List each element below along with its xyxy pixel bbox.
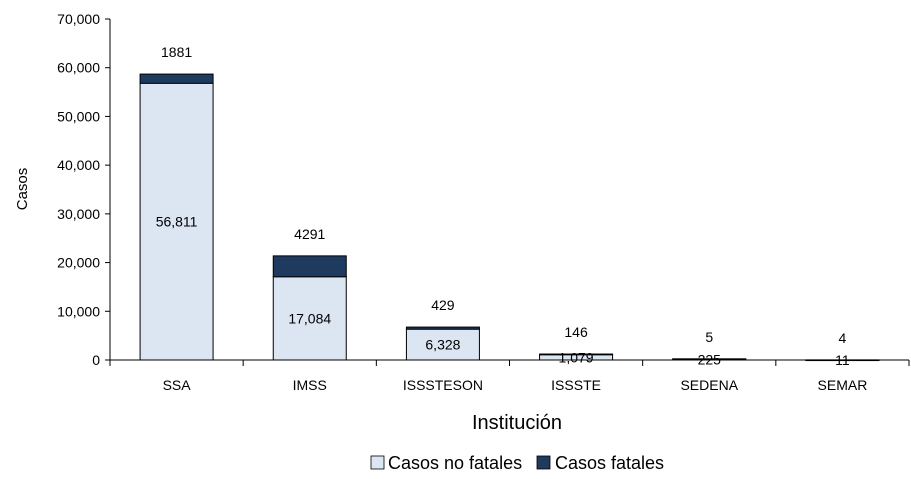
x-tick-label: ISSSTESON [403, 377, 483, 393]
x-tick-label: ISSSTE [551, 377, 601, 393]
y-tick-label: 0 [92, 352, 100, 368]
bar-ssa-casos-no-fatales [139, 82, 214, 361]
y-tick-label: 40,000 [57, 157, 100, 173]
data-label-issste-no-fatales: 1,079 [559, 349, 594, 365]
y-tick-label: 70,000 [57, 11, 100, 27]
data-label-sedena-no-fatales: 225 [698, 351, 722, 367]
labels-layer: SSA 56,811 1881 IMSS 17,084 4291 ISSSTESON 6,32… [156, 44, 868, 393]
axes-layer: 0 10,000 20,000 30,000 40,000 50,000 60,000 70,… [57, 11, 910, 368]
data-label-semar-no-fatales: 11 [835, 352, 850, 368]
bar-issste-casos-fatales [539, 353, 614, 356]
y-tick-label: 50,000 [57, 108, 100, 124]
legend-swatch-casos-fatales [536, 455, 551, 470]
data-label-imss-fatales: 4291 [294, 226, 325, 242]
x-tick-label: IMSS [293, 377, 327, 393]
x-tick-label: SEDENA [680, 377, 738, 393]
x-tick-label: SSA [163, 377, 192, 393]
bar-imss-casos-no-fatales [272, 276, 347, 361]
data-label-isssteson-fatales: 429 [431, 297, 455, 313]
legend: Casos no fatales Casos fatales [370, 453, 664, 473]
y-tick-label: 30,000 [57, 206, 100, 222]
legend-swatch-casos-no-fatales [370, 455, 385, 470]
data-label-semar-fatales: 4 [839, 330, 847, 346]
y-axis-title: Casos [14, 168, 31, 211]
bar-sedena-casos-fatales [672, 358, 747, 360]
y-tick-label: 60,000 [57, 60, 100, 76]
legend-label-casos-no-fatales: Casos no fatales [388, 453, 522, 473]
bars-layer [139, 73, 880, 362]
data-label-sedena-fatales: 5 [705, 329, 713, 345]
data-label-issste-fatales: 146 [564, 324, 588, 340]
bar-isssteson-casos-fatales [405, 326, 480, 330]
bar-imss-casos-fatales [272, 255, 347, 278]
data-label-imss-no-fatales: 17,084 [288, 310, 331, 326]
data-label-isssteson-no-fatales: 6,328 [425, 337, 460, 353]
data-label-ssa-fatales: 1881 [161, 44, 192, 60]
x-axis-title: Institución [472, 412, 562, 434]
x-tick-label: SEMAR [818, 377, 868, 393]
y-tick-label: 20,000 [57, 255, 100, 271]
bar-ssa-casos-fatales [139, 73, 214, 84]
legend-label-casos-fatales: Casos fatales [555, 453, 664, 473]
data-label-ssa-no-fatales: 56,811 [156, 214, 198, 230]
y-tick-label: 10,000 [57, 303, 100, 319]
